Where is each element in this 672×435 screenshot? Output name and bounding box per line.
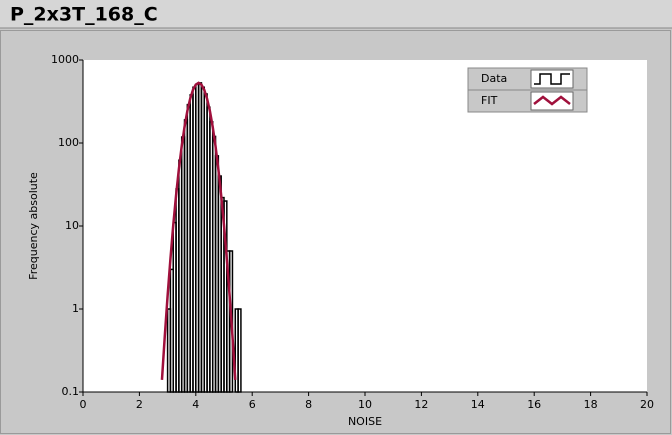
- x-tick-label: 10: [358, 398, 372, 411]
- histogram-bar: [237, 308, 242, 393]
- legend-swatch: [533, 95, 571, 106]
- legend-swatch-box: [530, 69, 574, 89]
- y-tick-label: 1: [72, 302, 79, 315]
- y-axis-label: Frequency absolute: [27, 172, 40, 280]
- y-tick-label: 10: [65, 219, 79, 232]
- x-tick-label: 0: [80, 398, 87, 411]
- y-tick-label: 1000: [51, 53, 79, 66]
- x-tick-label: 6: [249, 398, 256, 411]
- y-tick-label: 0.1: [62, 385, 80, 398]
- x-tick-label: 14: [471, 398, 485, 411]
- plot-area: [83, 60, 647, 392]
- legend-swatch-box: [530, 91, 574, 111]
- x-tick-label: 4: [192, 398, 199, 411]
- x-tick-label: 20: [640, 398, 654, 411]
- legend-swatch: [534, 73, 570, 85]
- x-tick-label: 12: [414, 398, 428, 411]
- chart-title: P_2x3T_168_C: [10, 4, 158, 26]
- legend-label: FIT: [481, 94, 498, 107]
- x-tick-label: 8: [305, 398, 312, 411]
- fit-line: [160, 81, 237, 380]
- x-tick-label: 2: [136, 398, 143, 411]
- x-tick-label: 18: [584, 398, 598, 411]
- y-tick-label: 100: [58, 136, 79, 149]
- x-axis-label: NOISE: [348, 415, 382, 428]
- x-tick-label: 16: [527, 398, 541, 411]
- title-bar: [0, 0, 672, 28]
- legend-label: Data: [481, 72, 507, 85]
